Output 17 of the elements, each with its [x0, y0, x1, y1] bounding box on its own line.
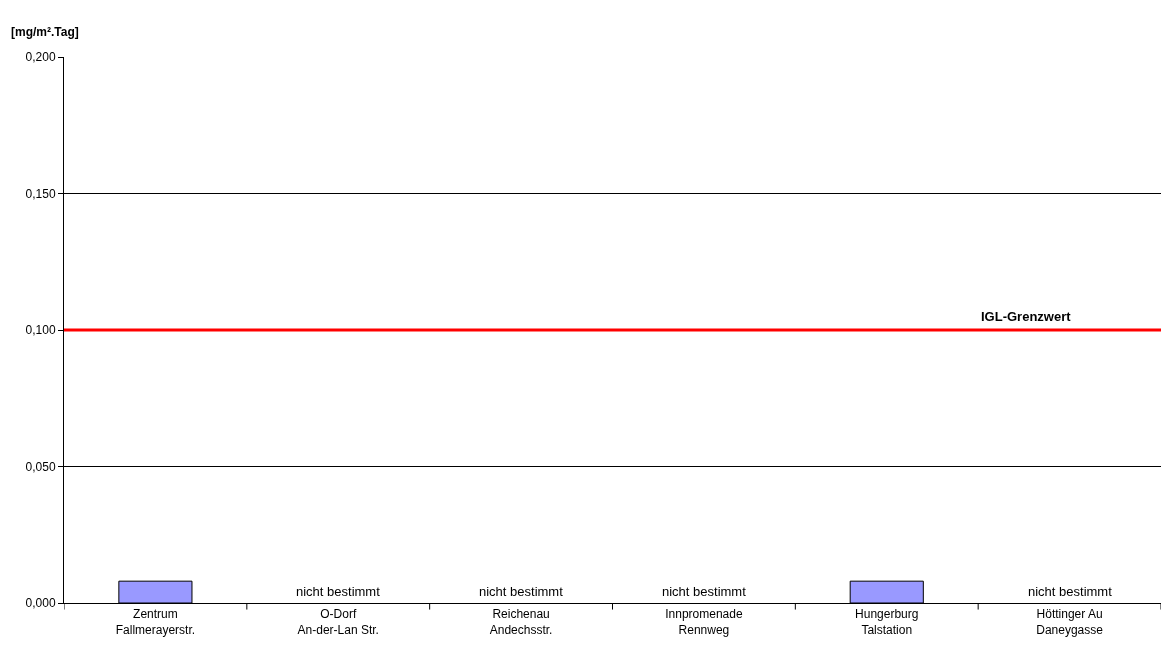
x-tick-label: Hungerburg Talstation — [855, 607, 919, 637]
y-tick-label: 0,000 — [25, 596, 56, 611]
x-tick-label: O-Dorf An-der-Lan Str. — [297, 607, 379, 637]
y-tick-label: 0,100 — [25, 323, 56, 338]
x-tick-label: Innpromenade Rennweg — [665, 607, 743, 637]
y-axis-title: [mg/m².Tag] — [11, 25, 79, 39]
x-tick-label: Höttinger Au Daneygasse — [1036, 607, 1104, 637]
text: nicht bestimmt — [296, 584, 380, 599]
text: nicht bestimmt — [479, 584, 563, 599]
text: nicht bestimmt — [1028, 584, 1112, 599]
text: nicht bestimmt — [662, 584, 746, 599]
ref-line-label: IGL-Grenzwert — [981, 309, 1072, 324]
y-tick-label: 0,150 — [25, 186, 56, 201]
x-tick-label: Zentrum Fallmerayerstr. — [115, 607, 196, 637]
x-tick-label: Reichenau Andechsstr. — [489, 607, 553, 637]
y-tick-label: 0,050 — [25, 459, 56, 474]
y-tick-label: 0,200 — [25, 50, 56, 65]
